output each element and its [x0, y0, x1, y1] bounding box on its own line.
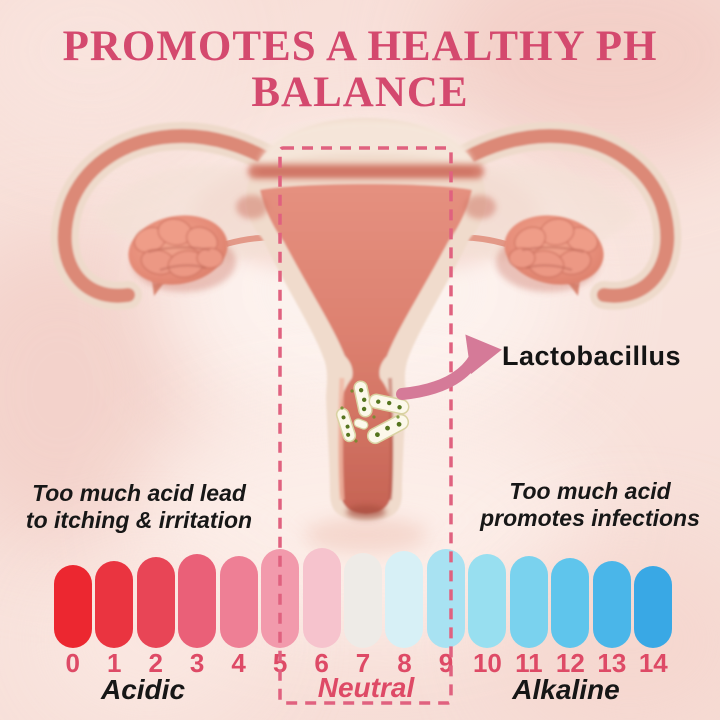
ph-cell: 3 — [176, 546, 217, 678]
ph-cell: 7 — [342, 546, 383, 678]
ovary-right — [496, 215, 604, 292]
acid-warning-note: Too much acid lead to itching & irritati… — [8, 480, 270, 534]
ph-pill — [136, 557, 175, 648]
ph-cell: 9 — [425, 546, 466, 678]
lactobacillus-label: Lactobacillus — [502, 341, 682, 371]
uterus-body — [236, 118, 496, 521]
ph-cell: 1 — [93, 546, 134, 678]
ph-pill — [468, 554, 507, 648]
ph-cell: 6 — [301, 546, 342, 678]
ph-cell: 2 — [135, 546, 176, 678]
infection-warning-note: Too much acid promotes infections — [470, 478, 710, 532]
acid-warning-line-2: to itching & irritation — [25, 507, 253, 533]
ph-pill — [261, 549, 300, 648]
acid-warning-line-1: Too much acid lead — [32, 480, 246, 506]
ph-number: 0 — [65, 648, 80, 678]
ph-pill — [385, 551, 424, 648]
ph-number: 14 — [638, 648, 668, 678]
ph-pill — [509, 556, 548, 648]
infection-warning-line-2: promotes infections — [480, 505, 700, 531]
ovary-left — [128, 215, 236, 292]
ph-pill — [95, 561, 134, 648]
title-line-2: BALANCE — [251, 69, 469, 116]
ph-number: 13 — [597, 648, 627, 678]
ph-pill — [219, 556, 258, 648]
ph-cell: 4 — [218, 546, 259, 678]
ph-pill — [592, 561, 631, 648]
ph-cell: 8 — [384, 546, 425, 678]
ph-number: 2 — [148, 648, 163, 678]
vaginal-opening — [346, 505, 386, 519]
ph-cell: 11 — [508, 546, 549, 678]
ph-number: 10 — [472, 648, 502, 678]
ph-cell: 14 — [633, 546, 674, 678]
zone-label-neutral: Neutral — [317, 672, 415, 703]
ph-scale: 0 1 2 3 4 5 6 7 8 9 10 11 12 13 14 — [52, 546, 674, 678]
zone-label-acidic: Acidic — [100, 674, 186, 705]
zone-label-alkaline: Alkaline — [512, 674, 620, 705]
ph-number: 1 — [106, 648, 122, 678]
uterine-cavity-and-canal — [260, 184, 472, 514]
ph-cell: 5 — [259, 546, 300, 678]
ph-pill — [634, 566, 673, 648]
page-title: PROMOTES A HEALTHY PH BALANCE — [0, 24, 720, 116]
ph-pill — [426, 549, 465, 648]
ph-number: 11 — [515, 648, 543, 678]
ph-cell: 0 — [52, 546, 93, 678]
ph-pill — [551, 558, 590, 648]
ph-number: 12 — [555, 648, 585, 678]
ph-cell: 12 — [550, 546, 591, 678]
ph-cell: 10 — [467, 546, 508, 678]
ph-pill — [53, 565, 92, 648]
infection-warning-line-1: Too much acid — [509, 478, 671, 504]
title-line-1: PROMOTES A HEALTHY PH — [62, 23, 658, 70]
ph-pill — [302, 548, 341, 648]
ph-cell: 13 — [591, 546, 632, 678]
ph-pill — [178, 554, 217, 648]
ph-number: 4 — [231, 648, 246, 678]
ph-number: 3 — [189, 648, 205, 678]
ph-pill — [344, 553, 383, 648]
